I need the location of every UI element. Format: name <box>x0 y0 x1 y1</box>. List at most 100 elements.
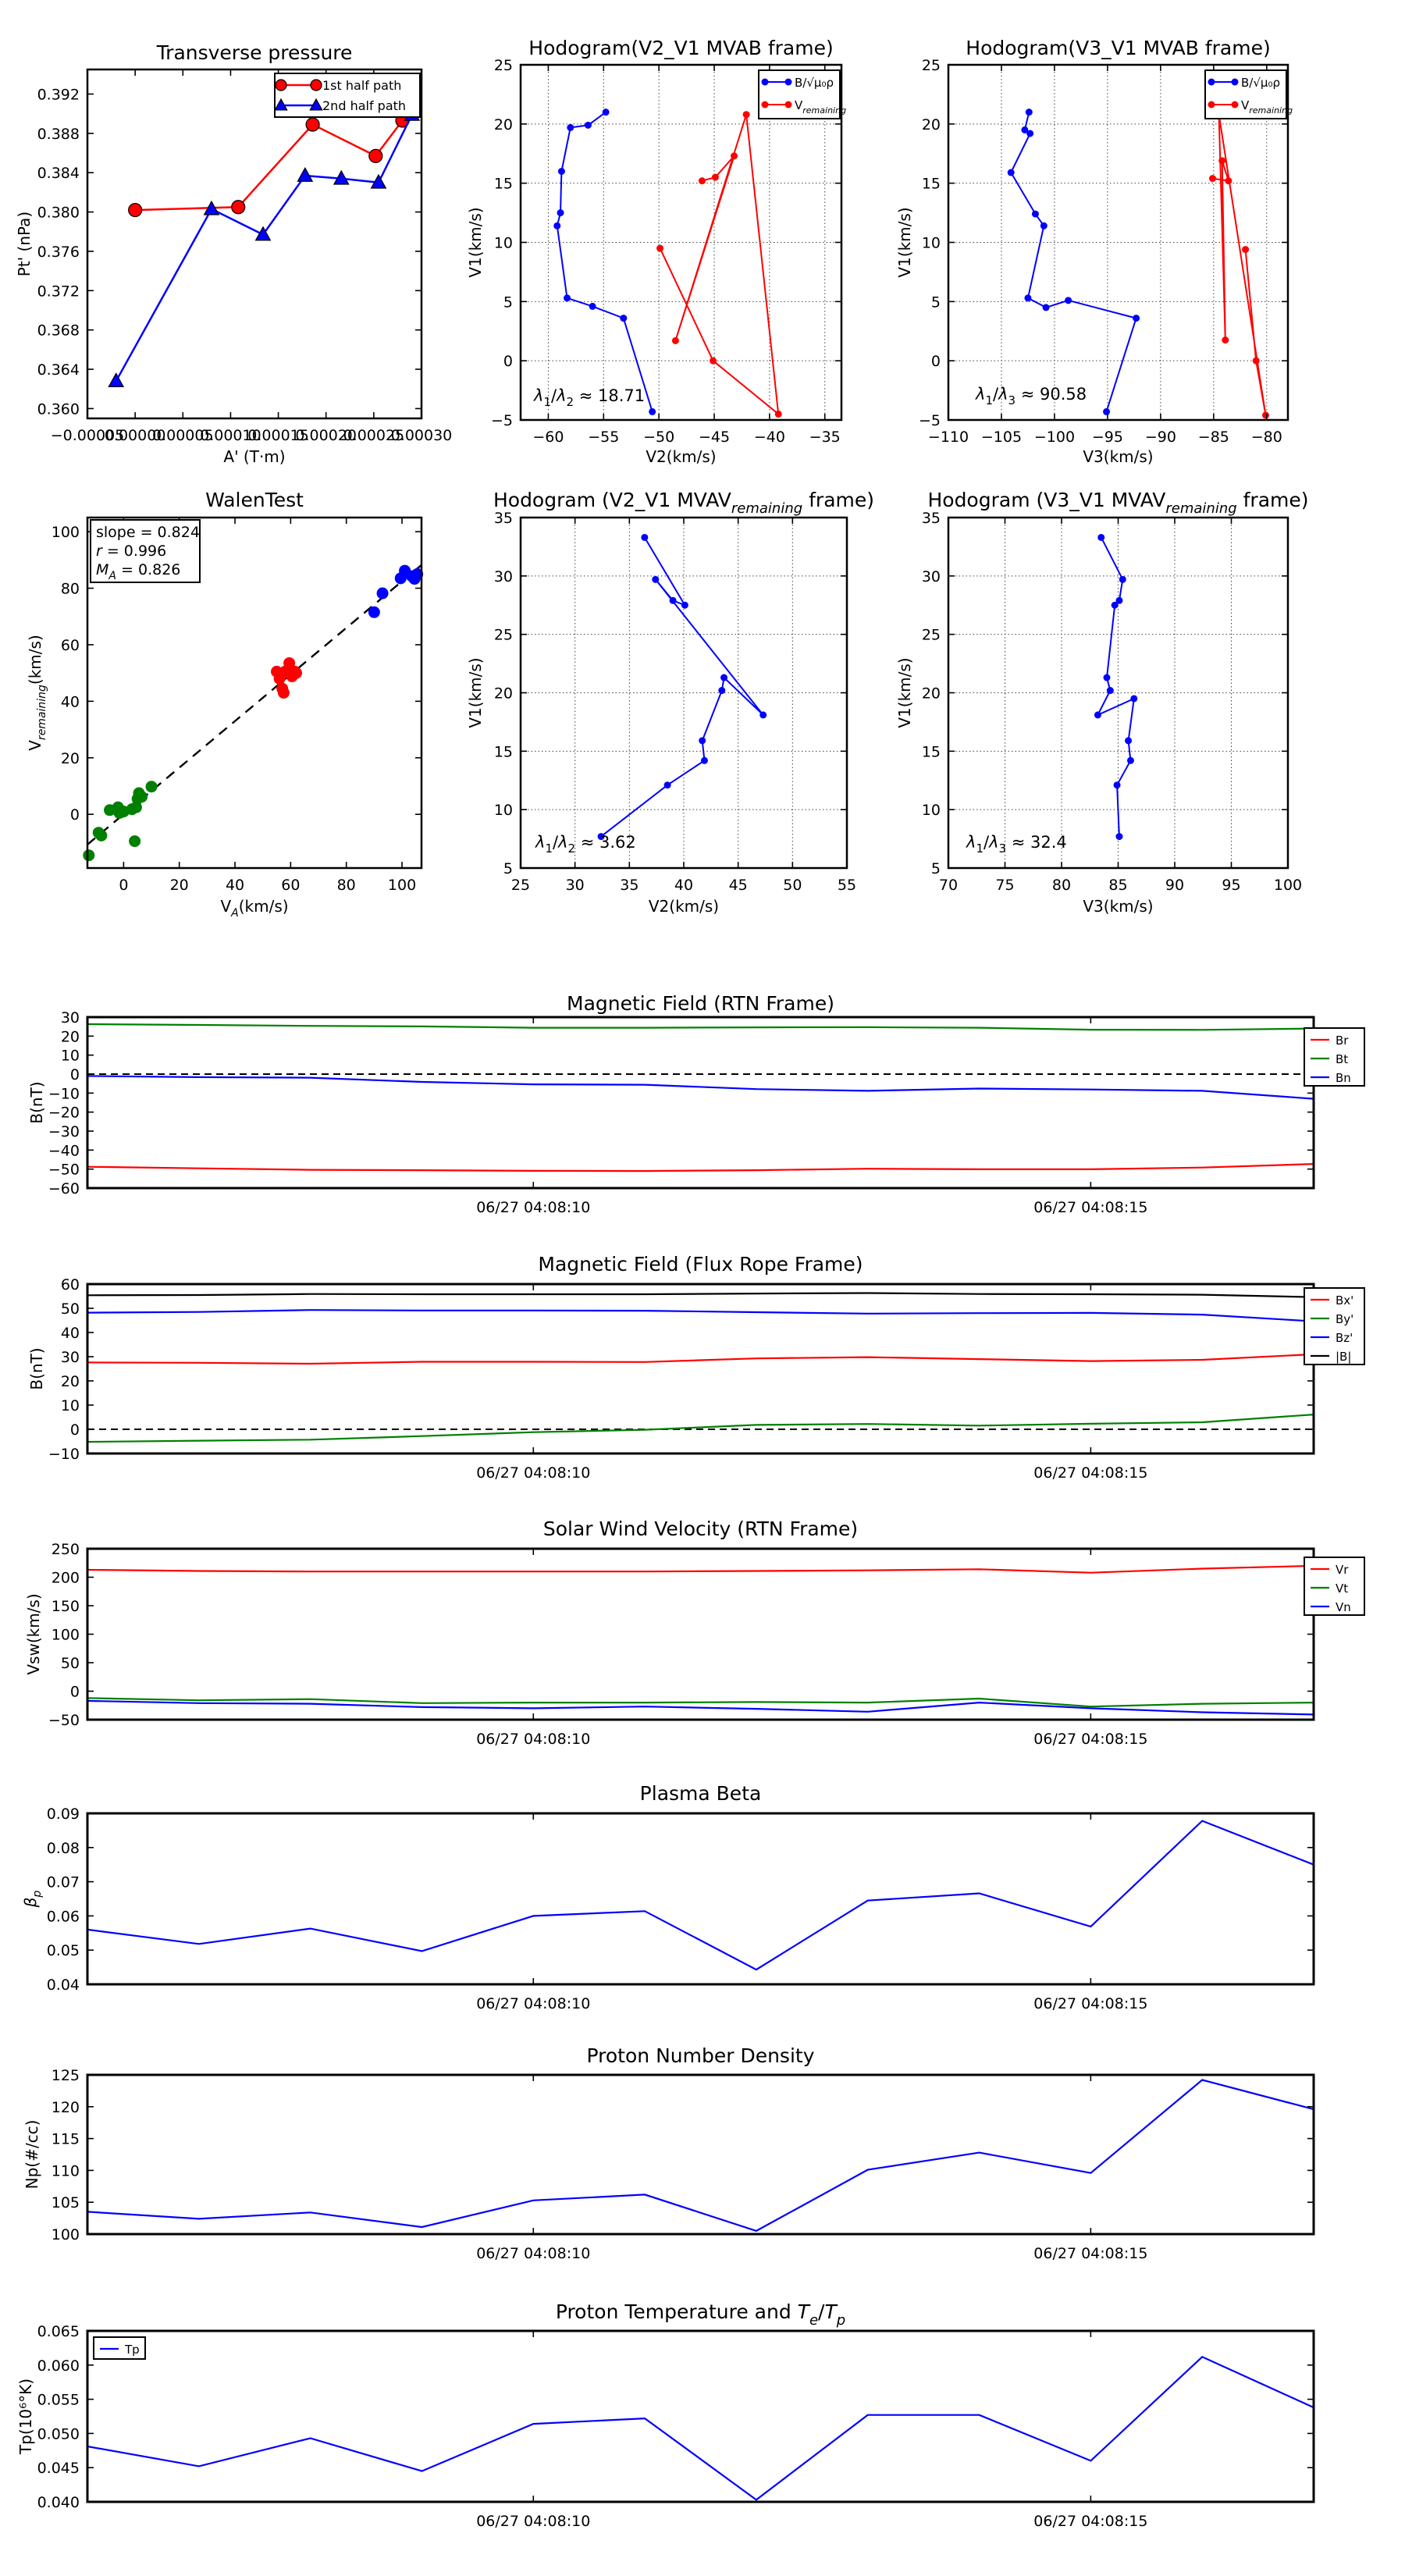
x-tick-label: −55 <box>588 429 619 446</box>
annotation-eigenvalue-ratio: λ1/λ2 ≈ 18.71 <box>533 386 645 409</box>
y-tick-label: 5 <box>503 860 513 877</box>
x-tick-label: 80 <box>1052 877 1071 894</box>
y-tick-label: 30 <box>494 568 513 585</box>
series-b-alfven <box>1010 112 1137 412</box>
y-axis-label: Vsw(km/s) <box>24 1593 43 1674</box>
legend-label: Tp <box>124 2343 140 2357</box>
y-axis-label: Tp(10⁶°K) <box>16 2379 35 2455</box>
series-vr <box>87 1564 1314 1574</box>
legend-label: B/√μ₀ρ <box>795 76 834 90</box>
x-tick-label: 0.00025 <box>343 427 405 444</box>
series-second-half <box>115 114 413 382</box>
legend-label: Br <box>1336 1034 1349 1048</box>
axes-frame <box>86 1283 1315 1455</box>
series-bx-prime <box>87 1353 1314 1365</box>
y-tick-label: 35 <box>922 510 941 527</box>
y-tick-label: 0.380 <box>37 205 80 222</box>
x-tick-label: 06/27 04:08:10 <box>476 1995 590 2012</box>
legend-label: Vremaining <box>1241 98 1293 116</box>
y-tick-label: 25 <box>922 57 941 74</box>
y-axis-label: Np(#/cc) <box>23 2120 41 2190</box>
y-axis-label: V1(km/s) <box>466 207 485 277</box>
series-vt <box>87 1697 1314 1708</box>
y-tick-label: 5 <box>503 294 513 311</box>
legend: Tp <box>93 2336 146 2360</box>
y-tick-label: 100 <box>52 524 80 541</box>
panel-title: Hodogram(V2_V1 MVAB frame) <box>528 37 833 59</box>
x-tick-label: 0.00010 <box>200 427 261 444</box>
x-tick-label: −110 <box>928 429 969 446</box>
y-tick-label: 0 <box>70 1066 80 1083</box>
series-b-alfven-markers <box>553 109 656 415</box>
y-tick-label: 20 <box>61 1373 80 1390</box>
y-tick-label: 10 <box>494 235 513 252</box>
legend-label: Vr <box>1336 1563 1349 1577</box>
panel-title: Hodogram (V3_V1 MVAVremaining frame) <box>927 489 1308 517</box>
legend: 1st half path 2nd half path <box>274 73 421 118</box>
y-tick-label: 20 <box>922 116 941 133</box>
x-tick-label: 06/27 04:08:15 <box>1033 2513 1147 2530</box>
legend-label: Bt <box>1336 1052 1348 1066</box>
x-tick-label: −105 <box>981 429 1022 446</box>
x-tick-label: 06/27 04:08:10 <box>476 1731 590 1748</box>
series-b-alfven-markers <box>1007 109 1140 415</box>
y-axis-label: Pt' (nPa) <box>15 212 34 276</box>
panel-hodogram-v2-mvab: −60 −55 −50 −45 −40 −35−50510152025Hodogram(V… <box>466 37 846 466</box>
y-tick-label: 150 <box>52 1598 80 1615</box>
panel-title: Hodogram (V2_V1 MVAVremaining frame) <box>493 489 874 517</box>
y-tick-label: 0.060 <box>37 2357 80 2375</box>
series-group-blue-markers <box>368 564 424 618</box>
y-tick-label: 0.050 <box>37 2425 80 2443</box>
y-tick-label: 30 <box>61 1349 80 1366</box>
x-tick-label: 70 <box>939 877 958 894</box>
x-axis-label: V3(km/s) <box>1083 447 1153 466</box>
panel-title: Hodogram(V3_V1 MVAB frame) <box>966 37 1270 59</box>
series-br <box>87 1163 1314 1172</box>
x-tick-label: 80 <box>337 877 356 894</box>
y-axis-label: B(nT) <box>27 1081 46 1123</box>
info-box-line: r = 0.996 <box>96 543 166 560</box>
x-tick-label: −60 <box>532 429 564 446</box>
series-b-mag <box>87 1292 1314 1298</box>
panel-walen-test: 0 20 40 60 80 100 0 20 40 60 80 100 WalenTest VA(km/s… <box>26 489 424 920</box>
x-tick-label: −80 <box>1251 429 1282 446</box>
y-tick-label: 100 <box>52 2226 80 2243</box>
x-tick-label: 06/27 04:08:15 <box>1033 1731 1147 1748</box>
series-first-half-markers <box>128 105 419 218</box>
axes-frame <box>86 68 423 420</box>
y-tick-label: 0.364 <box>37 361 80 379</box>
y-tick-label: 15 <box>922 743 941 760</box>
y-tick-label: 0.388 <box>37 126 80 143</box>
y-tick-label: 0.06 <box>47 1908 80 1925</box>
info-box <box>90 519 201 583</box>
axes-frame <box>86 2073 1315 2236</box>
x-tick-label: 85 <box>1108 877 1127 894</box>
y-axis-label: βp <box>21 1891 44 1909</box>
y-tick-label: −10 <box>48 1085 80 1102</box>
x-tick-label: 45 <box>729 877 748 894</box>
y-tick-label: 0.040 <box>37 2494 80 2511</box>
x-tick-label: −40 <box>754 429 785 446</box>
y-tick-label: 25 <box>494 57 513 74</box>
y-tick-label: 0 <box>70 1684 80 1701</box>
series-v-remaining <box>659 114 780 416</box>
annotation-eigenvalue-ratio: λ1/λ3 ≈ 32.4 <box>966 833 1067 856</box>
y-tick-label: 0.360 <box>37 400 80 418</box>
x-tick-label: −85 <box>1198 429 1229 446</box>
x-tick-label: 0.00020 <box>295 427 357 444</box>
y-tick-label: 0.392 <box>37 86 80 103</box>
series-group-red-markers <box>271 656 302 699</box>
x-tick-label: −90 <box>1145 429 1176 446</box>
y-tick-label: 0.055 <box>37 2392 80 2409</box>
y-tick-label: 10 <box>922 802 941 819</box>
y-tick-label: 20 <box>922 685 941 703</box>
series-v-remaining <box>600 536 764 838</box>
x-tick-label: 20 <box>170 877 189 894</box>
y-tick-label: −50 <box>48 1712 80 1729</box>
y-tick-label: −5 <box>919 412 941 429</box>
panel-proton-temperature: 06/27 04:08:10 06/27 04:08:15 0.040 0.045 0.… <box>16 2300 1315 2530</box>
y-tick-label: 10 <box>61 1048 80 1065</box>
y-tick-label: 25 <box>922 627 941 644</box>
